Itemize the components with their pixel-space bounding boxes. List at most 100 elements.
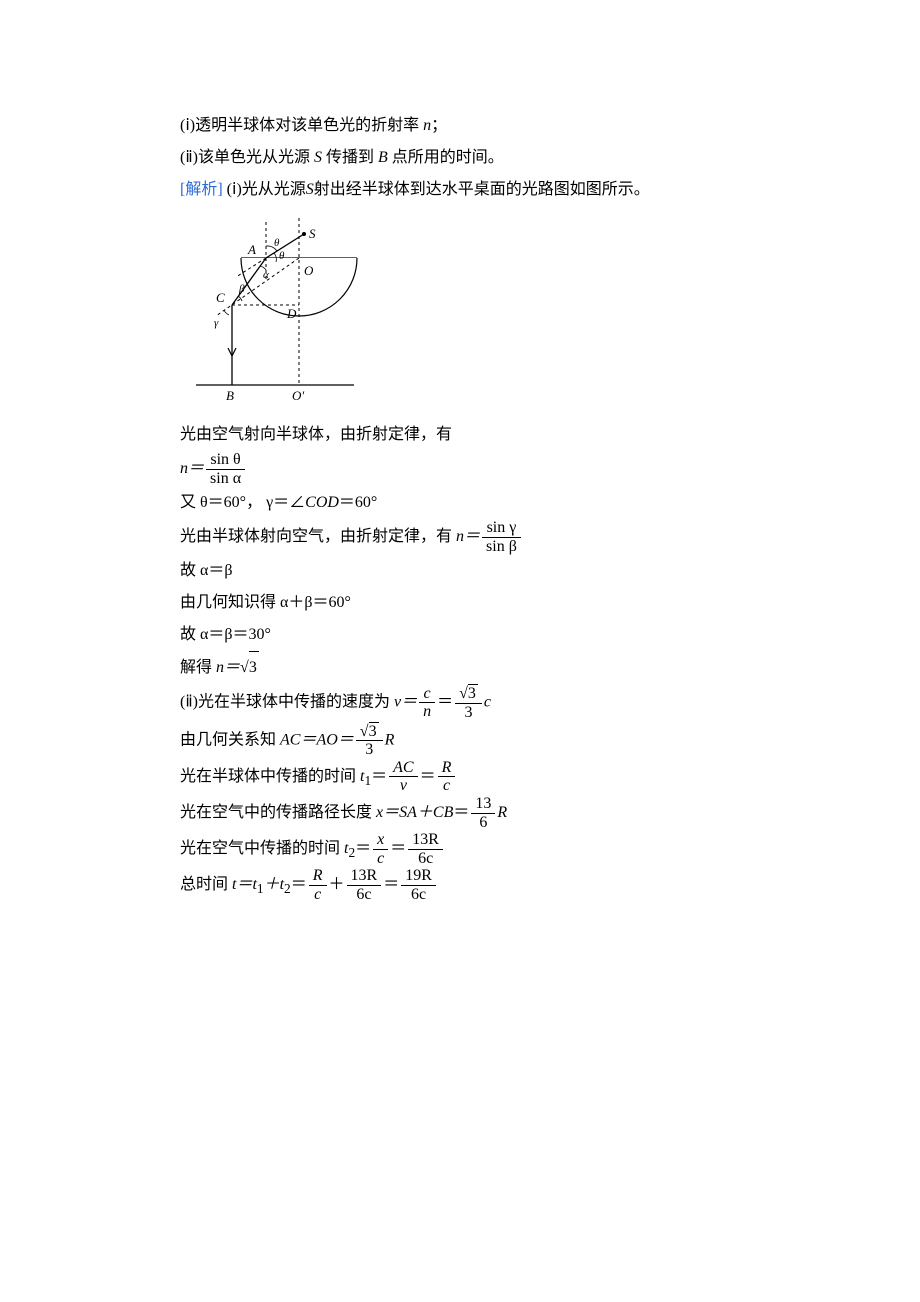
text: ＝ [355, 840, 371, 857]
text: 光在半球体中传播的时间 [180, 768, 360, 785]
solution-head: [解析] (ⅰ)光从光源S射出经半球体到达水平桌面的光路图如图所示。 [180, 174, 740, 206]
lbl-alpha: α [263, 269, 269, 281]
den: c [309, 885, 327, 904]
var: x＝SA＋CB [376, 804, 453, 821]
num: AC [389, 759, 417, 777]
lbl-C: C [216, 290, 225, 305]
num: R [309, 867, 327, 885]
arg: 3 [249, 651, 259, 684]
sqrt: 3 [240, 651, 259, 684]
text: n＝ [180, 460, 204, 477]
text: 射出经半球体到达水平桌面的光路图如图所示。 [314, 181, 650, 198]
num: c [419, 685, 435, 703]
fraction: 13R 6c [347, 867, 382, 903]
text: (ⅰ)光从光源 [223, 181, 306, 198]
var: c [484, 694, 491, 711]
lbl-B: B [226, 388, 234, 403]
eq-t1: 光在半球体中传播的时间 t1＝ AC v ＝ R c [180, 759, 740, 795]
text: ＝ [371, 768, 387, 785]
lbl-S: S [309, 226, 316, 241]
fraction: 13R 6c [408, 831, 443, 867]
den: c [373, 849, 388, 868]
var: AC＝AO＝ [276, 731, 354, 748]
num: x [373, 831, 388, 849]
eq-t2: 光在空气中传播的时间 t2＝ x c ＝ 13R 6c [180, 831, 740, 867]
text: 光在空气中传播的时间 [180, 840, 344, 857]
den: 6 [471, 813, 495, 832]
fraction: c n [419, 685, 435, 721]
fraction: 13 6 [471, 795, 495, 831]
var: t＝t [232, 876, 257, 893]
text: (ⅰ)透明半球体对该单色光的折射率 [180, 117, 419, 134]
text: ＋ [329, 876, 345, 893]
var: ＋t [264, 876, 284, 893]
text: ＝ [383, 876, 399, 893]
lbl-Op: O′ [292, 388, 304, 403]
eq-n-frac: n＝ sin θ sin α [180, 451, 740, 487]
text-line: 解得 n＝3 [180, 651, 740, 684]
num: 3 [356, 722, 383, 741]
fraction: 3 3 [455, 684, 482, 721]
lbl-gamma: γ [214, 317, 219, 329]
text: (ⅱ)该单色光从光源 [180, 149, 310, 166]
question-ii: (ⅱ)该单色光从光源 S 传播到 B 点所用的时间。 [180, 142, 740, 174]
num: 13R [408, 831, 443, 849]
fraction: R c [309, 867, 327, 903]
text: ＝ [390, 840, 406, 857]
den: sin β [482, 537, 521, 556]
text-line: 光由空气射向半球体，由折射定律，有 [180, 419, 740, 451]
text-line: 又 θ＝60°， γ＝∠COD＝60° [180, 487, 740, 519]
text-line: 由几何知识得 α＋β＝60° [180, 587, 740, 619]
text-line: 光由半球体射向空气，由折射定律，有 n＝ sin γ sin β [180, 519, 740, 555]
den: v [389, 776, 417, 795]
fraction: 19R 6c [401, 867, 436, 903]
arg: 3 [369, 722, 379, 741]
fraction: R c [438, 759, 456, 795]
question-i: (ⅰ)透明半球体对该单色光的折射率 n； [180, 110, 740, 142]
sub: 1 [257, 881, 264, 896]
num: sin θ [206, 451, 245, 469]
text: ＝60° [339, 494, 377, 511]
sub: 2 [284, 881, 291, 896]
num: 13 [471, 795, 495, 813]
text: 又 θ＝60°， γ＝∠ [180, 494, 305, 511]
lbl-theta1: θ [274, 237, 280, 249]
lbl-beta: β [238, 283, 245, 295]
eq-x: 光在空气中的传播路径长度 x＝SA＋CB＝ 13 6 R [180, 795, 740, 831]
var: COD [305, 494, 339, 511]
den: 6c [401, 885, 436, 904]
eq-total: 总时间 t＝t1＋t2＝ R c ＋ 13R 6c ＝ 19R 6c [180, 867, 740, 903]
solution-label: [解析] [180, 181, 223, 198]
text: 解得 [180, 659, 216, 676]
text: (ⅱ)光在半球体中传播的速度为 [180, 694, 394, 711]
fraction: sin θ sin α [206, 451, 245, 487]
var: n＝ [456, 528, 480, 545]
text: 光由半球体射向空气，由折射定律，有 [180, 528, 456, 545]
var-S: S [314, 149, 322, 166]
text: ＝ [437, 694, 453, 711]
var: R [497, 804, 507, 821]
lbl-D: D [286, 306, 297, 321]
text: 传播到 [326, 149, 374, 166]
den: n [419, 702, 435, 721]
text: 由几何关系知 [180, 731, 276, 748]
den: 3 [356, 740, 383, 759]
ray-diagram: S A O C D B O′ θ θ α β γ [174, 210, 740, 417]
lbl-theta2: θ [279, 250, 285, 262]
eq-v: (ⅱ)光在半球体中传播的速度为 v＝ c n ＝ 3 3 c [180, 684, 740, 721]
text: 总时间 [180, 876, 232, 893]
var-n: n [423, 117, 431, 134]
var: R [385, 731, 395, 748]
fraction: sin γ sin β [482, 519, 521, 555]
den: c [438, 776, 456, 795]
var: v＝ [394, 694, 417, 711]
text-line: 故 α＝β＝30° [180, 619, 740, 651]
num: sin γ [482, 519, 521, 537]
num: 3 [455, 684, 482, 703]
var-S: S [306, 181, 314, 198]
text: ； [431, 117, 447, 134]
text-line: 故 α＝β [180, 555, 740, 587]
den: 6c [347, 885, 382, 904]
var-B: B [378, 149, 388, 166]
page: (ⅰ)透明半球体对该单色光的折射率 n； (ⅱ)该单色光从光源 S 传播到 B … [0, 0, 920, 1302]
